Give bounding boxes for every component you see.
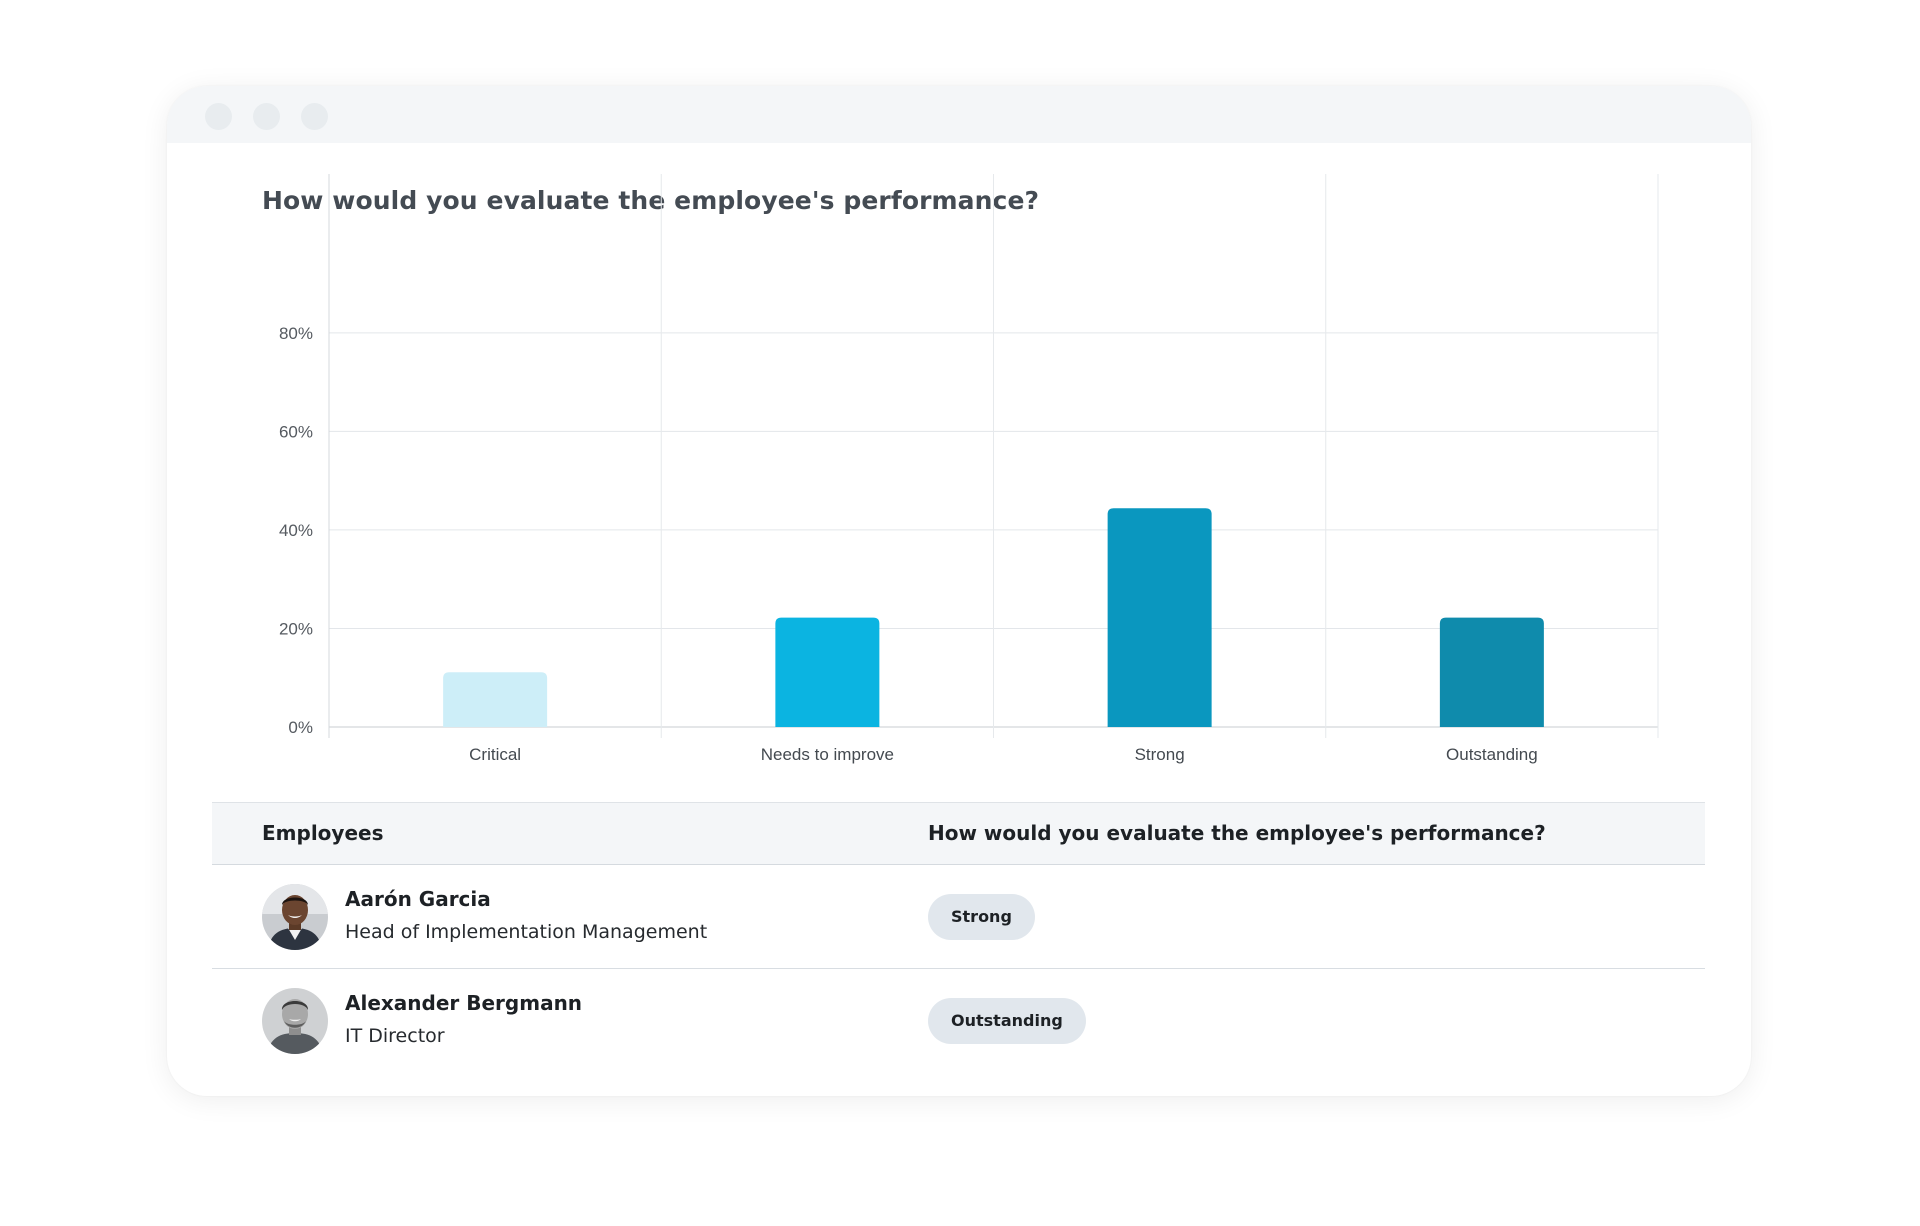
table-row[interactable]: Aarón Garcia Head of Implementation Mana… [212, 865, 1705, 969]
employee-role: IT Director [345, 1025, 445, 1047]
x-category-label: Critical [469, 745, 521, 764]
table-row[interactable]: Alexander Bergmann IT Director Outstandi… [212, 969, 1705, 1073]
y-tick-label: 80% [279, 324, 313, 343]
x-category-label: Strong [1135, 745, 1185, 764]
avatar-photo-icon [262, 988, 328, 1054]
avatar-photo-icon [262, 884, 328, 950]
y-tick-label: 60% [279, 422, 313, 441]
window-close-dot-icon[interactable] [205, 103, 232, 130]
bar-outstanding [1439, 617, 1544, 727]
employee-name: Alexander Bergmann [345, 991, 583, 1015]
x-category-label: Outstanding [1446, 745, 1538, 764]
rating-badge: Outstanding [928, 998, 1086, 1044]
rating-column-header: How would you evaluate the employee's pe… [928, 821, 1546, 845]
y-tick-label: 20% [279, 619, 313, 638]
employees-column-header: Employees [262, 821, 384, 845]
window-titlebar [167, 86, 1751, 143]
table-header: Employees How would you evaluate the emp… [212, 802, 1705, 865]
employee-name: Aarón Garcia [345, 887, 491, 911]
bar-strong [1107, 508, 1212, 727]
y-tick-label: 0% [288, 718, 313, 737]
window-maximize-dot-icon[interactable] [301, 103, 328, 130]
chart-title: How would you evaluate the employee's pe… [262, 186, 1040, 215]
employee-role: Head of Implementation Management [345, 921, 708, 943]
window-minimize-dot-icon[interactable] [253, 103, 280, 130]
bar-needs-to-improve [775, 617, 880, 727]
rating-badge: Strong [928, 894, 1035, 940]
x-category-label: Needs to improve [761, 745, 894, 764]
y-tick-label: 40% [279, 521, 313, 540]
app-window: How would you evaluate the employee's pe… [167, 86, 1751, 1096]
bar-critical [443, 672, 548, 727]
performance-bar-chart: 0% 20% 40% 60% 80% Critical Needs to improve St… [279, 174, 1659, 764]
